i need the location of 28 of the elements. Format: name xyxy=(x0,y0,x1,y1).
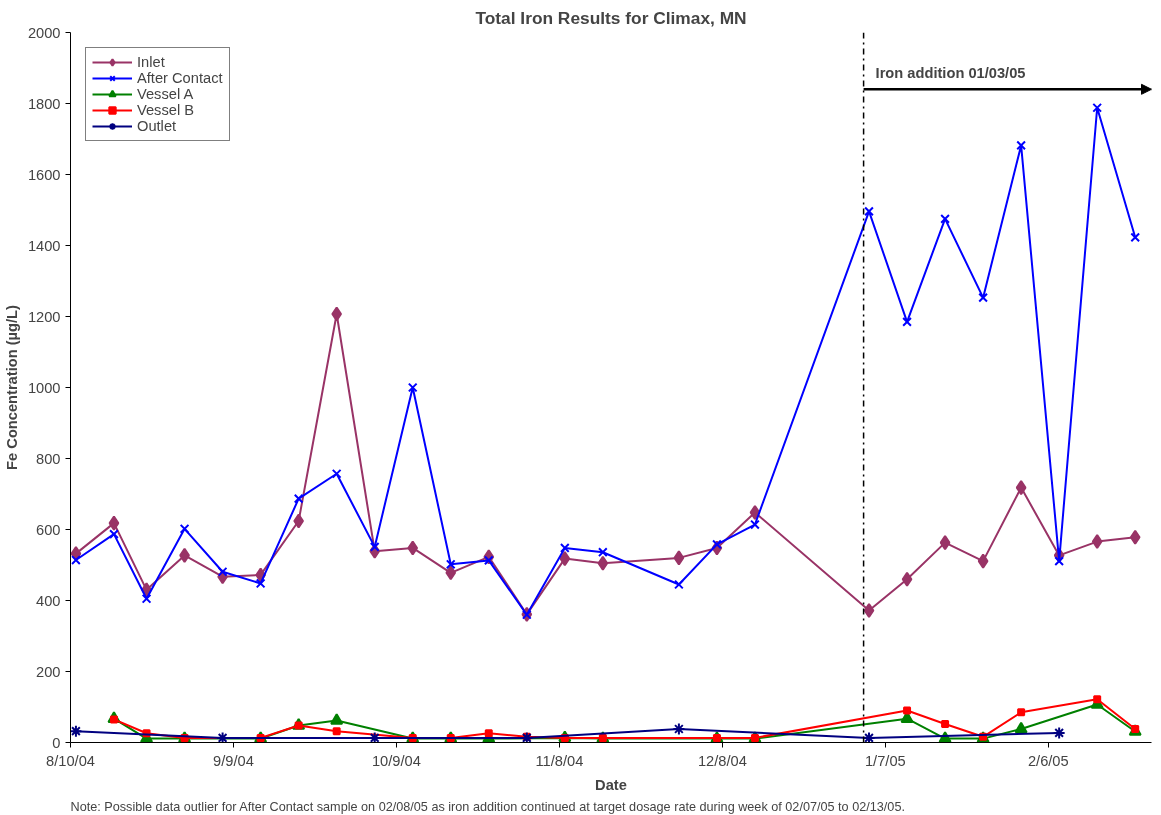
text: Note: Possible data outlier for After Contact sample on 02/08/05 as iron addition continued at target dosage rate during week of 02/07/05 to 02/13/05. xyxy=(70,799,905,814)
y-tick-label: 400 xyxy=(36,592,61,609)
x-axis-title: Date xyxy=(595,776,627,793)
legend-label: Vessel A xyxy=(137,86,194,102)
y-tick-label: 1200 xyxy=(27,308,61,325)
y-axis-title: Fe Concentration (µg/L) xyxy=(3,305,20,470)
ref-line-label: Iron addition 01/03/05 xyxy=(875,65,1026,82)
chart-title: Total Iron Results for Climax, MN xyxy=(475,7,747,28)
x-tick-label: 10/9/04 xyxy=(371,752,421,769)
legend-label: After Contact xyxy=(137,70,223,86)
legend-label: Outlet xyxy=(137,118,177,134)
y-tick-label: 800 xyxy=(36,450,61,467)
x-tick-label: 1/7/05 xyxy=(864,752,906,769)
y-tick-label: 600 xyxy=(36,521,61,538)
y-tick-label: 2000 xyxy=(27,24,61,41)
y-tick-label: 1600 xyxy=(27,166,61,183)
x-tick-label: 9/9/04 xyxy=(213,752,254,769)
y-tick-label: 1800 xyxy=(27,95,61,112)
x-tick-label: 11/8/04 xyxy=(535,752,584,769)
legend-label: Vessel B xyxy=(137,102,195,118)
y-tick-label: 0 xyxy=(52,734,61,751)
x-tick-label: 8/10/04 xyxy=(46,752,95,769)
y-tick-label: 200 xyxy=(36,663,61,680)
y-tick-label: 1400 xyxy=(27,237,61,254)
x-tick-label: 2/6/05 xyxy=(1027,752,1069,769)
x-tick-label: 12/8/04 xyxy=(697,752,747,769)
legend-label: Inlet xyxy=(137,54,165,70)
y-tick-label: 1000 xyxy=(27,379,61,396)
